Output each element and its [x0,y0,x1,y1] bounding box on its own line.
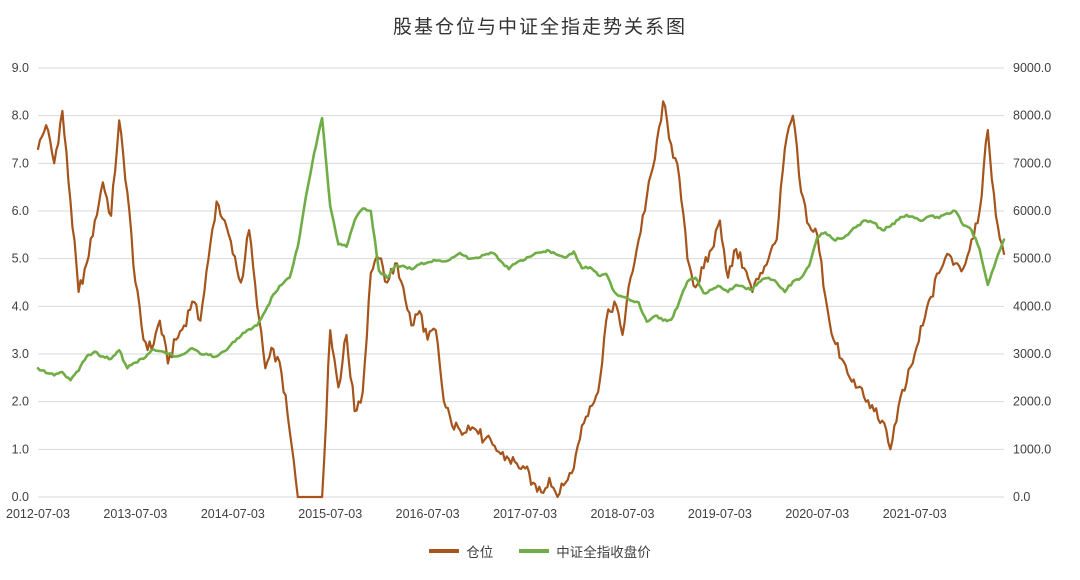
y-axis-left-tick-label: 1.0 [12,442,29,456]
x-axis-tick-label: 2017-07-03 [493,507,557,521]
legend-swatch [519,549,550,553]
x-axis-tick-label: 2018-07-03 [590,507,654,521]
y-axis-right-tick-label: 5000.0 [1013,252,1051,266]
series-line-position [36,100,1006,499]
legend-label: 仓位 [466,545,494,560]
legend-label: 中证全指收盘价 [556,545,651,560]
series-line-index [36,116,1006,382]
y-axis-left-tick-label: 9.0 [12,61,29,75]
y-axis-right-tick-label: 6000.0 [1013,204,1051,218]
x-axis-tick-label: 2019-07-03 [688,507,752,521]
x-axis-tick-label: 2013-07-03 [103,507,167,521]
y-axis-right-tick-label: 7000.0 [1013,156,1051,170]
y-axis-right-tick-label: 9000.0 [1013,61,1051,75]
x-axis-tick-label: 2016-07-03 [396,507,460,521]
x-axis-tick-label: 2015-07-03 [298,507,362,521]
x-axis-tick-label: 2014-07-03 [201,507,265,521]
y-axis-left-tick-label: 5.0 [12,252,29,266]
y-axis-left-tick-label: 2.0 [12,395,29,409]
y-axis-left-tick-label: 6.0 [12,204,29,218]
y-axis-right-tick-label: 3000.0 [1013,347,1051,361]
x-axis-tick-label: 2012-07-03 [6,507,70,521]
y-axis-right-tick-label: 1000.0 [1013,442,1051,456]
x-axis-tick-label: 2021-07-03 [883,507,947,521]
y-axis-left-tick-label: 3.0 [12,347,29,361]
legend-item-0: 仓位 [429,541,493,561]
y-axis-right-tick-label: 0.0 [1013,490,1030,504]
y-axis-left-tick-label: 7.0 [12,156,29,170]
x-axis-tick-label: 2020-07-03 [785,507,849,521]
y-axis-right-tick-label: 4000.0 [1013,299,1051,313]
y-axis-right-tick-label: 2000.0 [1013,395,1051,409]
y-axis-left-tick-label: 0.0 [12,490,29,504]
legend-swatch [429,549,460,553]
y-axis-left-tick-label: 8.0 [12,109,29,123]
y-axis-right-tick-label: 8000.0 [1013,109,1051,123]
chart-legend: 仓位 中证全指收盘价 [0,541,1080,561]
chart-title: 股基仓位与中证全指走势关系图 [392,17,687,38]
legend-item-1: 中证全指收盘价 [519,541,651,561]
y-axis-left-tick-label: 4.0 [12,299,29,313]
